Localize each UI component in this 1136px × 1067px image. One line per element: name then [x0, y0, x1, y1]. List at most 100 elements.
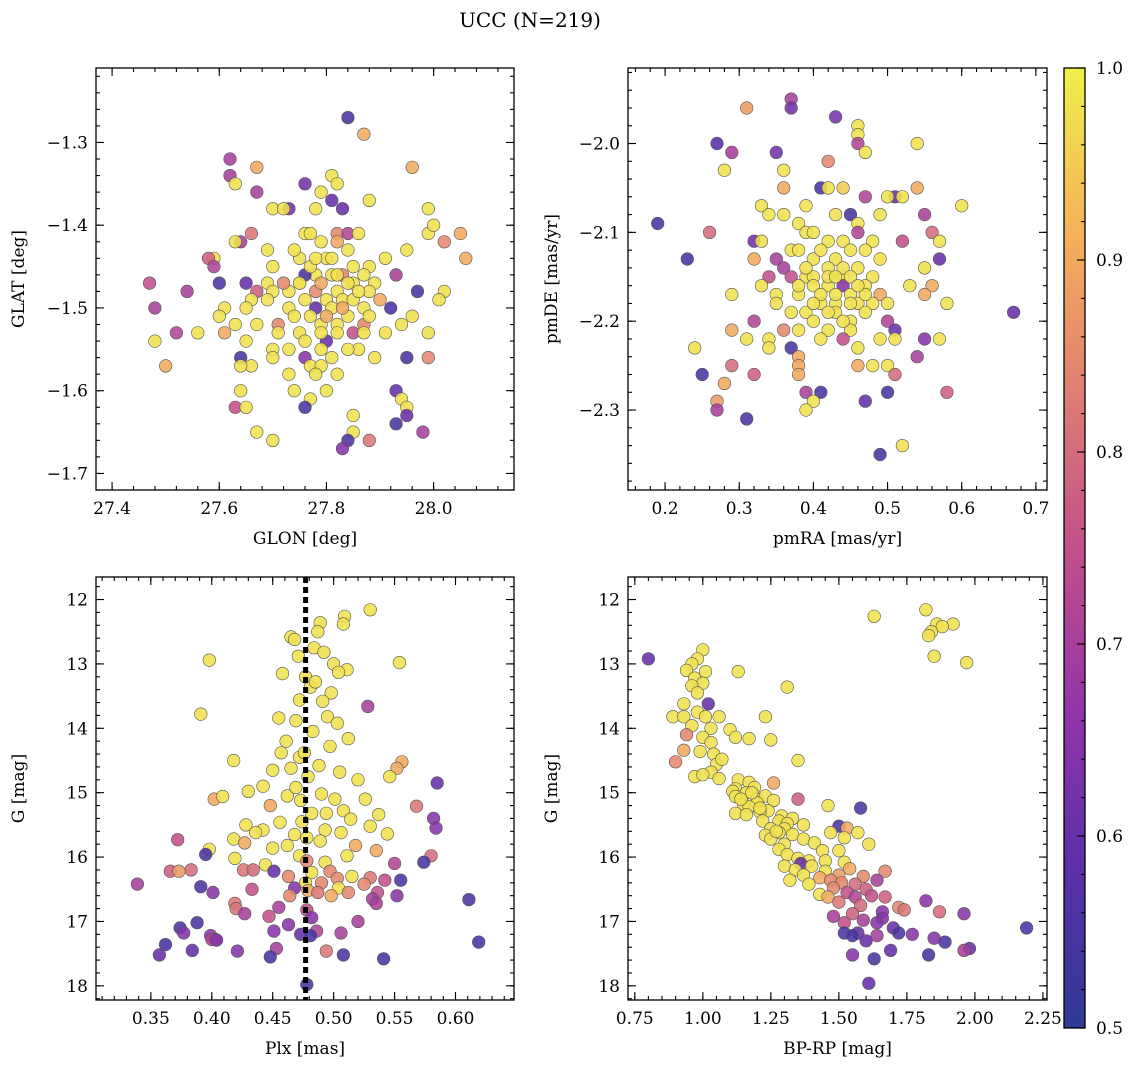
scatter-point [318, 823, 332, 837]
scatter-point [324, 686, 338, 700]
scatter-point [862, 837, 876, 851]
scatter-point [334, 926, 348, 940]
scatter-point [314, 235, 328, 249]
x-tick-label: 1.75 [888, 1009, 926, 1029]
scatter-point [866, 234, 880, 248]
scatter-point [679, 663, 694, 678]
scatter-point [851, 825, 865, 840]
scatter-point [239, 818, 253, 832]
x-tick-label: 1.00 [684, 1009, 722, 1029]
scatter-point [870, 873, 884, 887]
axes-frame [627, 576, 1048, 1001]
y-tick-label: 15 [598, 784, 620, 804]
scatter-point [309, 251, 323, 265]
scatter-point [266, 841, 280, 855]
scatter-point [392, 655, 407, 670]
y-tick-label: 17 [598, 912, 620, 932]
scatter-point [836, 332, 850, 346]
y-tick-label: 18 [598, 977, 620, 997]
scatter-point [814, 385, 828, 399]
scatter-point [437, 235, 451, 249]
scatter-point [828, 270, 843, 284]
scatter-point [866, 296, 880, 311]
scatter-point [938, 935, 952, 949]
scatter-point [148, 301, 162, 315]
scatter-point [227, 753, 241, 768]
scatter-point [895, 190, 910, 204]
y-tick-label: 18 [66, 977, 88, 997]
scatter-point [212, 309, 226, 323]
scatter-point [688, 341, 702, 355]
scatter-points [641, 603, 1034, 990]
colorbar-gradient [1063, 67, 1086, 1029]
scatter-point [250, 160, 264, 174]
y-tick-label: 14 [598, 719, 620, 739]
scatter-point [335, 442, 350, 456]
scatter-point [260, 293, 275, 307]
scatter-point [806, 279, 821, 293]
scatter-point [362, 309, 376, 323]
scatter-point [806, 296, 821, 311]
scatter-point [925, 279, 939, 293]
scatter-point [368, 351, 382, 365]
scatter-point [747, 314, 761, 328]
scatter-point [244, 226, 258, 241]
scatter-point [917, 261, 932, 275]
figure-title: UCC (N=219) [459, 8, 601, 32]
colorbar-tick-label: 0.9 [1096, 251, 1123, 271]
y-tick-label: 12 [66, 591, 88, 611]
scatter-point [206, 885, 220, 900]
scatter-point [784, 270, 798, 284]
scatter-point [677, 743, 691, 757]
scatter-point [843, 323, 858, 337]
scatter-point [272, 900, 286, 914]
scatter-point [390, 761, 404, 775]
scatter-point [394, 317, 409, 332]
scatter-point [330, 177, 344, 191]
scatter-point [715, 752, 729, 766]
scatter-point [250, 185, 264, 199]
scatter-point [728, 806, 743, 820]
scatter-point [693, 744, 707, 759]
scatter-point [762, 270, 776, 284]
scatter-point [262, 909, 276, 923]
scatter-point [459, 251, 473, 265]
scatter-point [190, 916, 204, 930]
y-tick-label: −1.3 [47, 133, 88, 153]
scatter-point [932, 905, 947, 919]
scatter-point [158, 937, 173, 952]
scatter-point [745, 786, 759, 800]
scatter-point [710, 136, 724, 151]
scatter-point [298, 177, 312, 191]
scatter-point [314, 326, 328, 340]
scatter-point [362, 433, 376, 448]
scatter-point [791, 243, 806, 257]
scatter-point [228, 317, 242, 332]
scatter-point [228, 851, 242, 866]
scatter-point [805, 859, 819, 873]
scatter-point [791, 323, 806, 337]
scatter-point [712, 710, 726, 724]
scatter-point [769, 296, 783, 311]
scatter-point [199, 847, 213, 862]
x-tick-label: 0.60 [437, 1009, 475, 1029]
scatter-point [932, 234, 947, 248]
scatter-point [821, 181, 835, 195]
scatter-point [212, 276, 226, 290]
scatter-point [878, 890, 892, 904]
scatter-point [334, 825, 348, 840]
scatter-point [394, 873, 408, 887]
scatter-point [769, 824, 783, 838]
scatter-point [389, 268, 403, 282]
y-tick-label: 17 [66, 912, 88, 932]
x-tick-label: 27.4 [93, 499, 131, 519]
scatter-point [281, 869, 296, 884]
scatter-point [851, 261, 865, 275]
scatter-point [836, 234, 850, 248]
scatter-point [169, 326, 183, 340]
scatter-point [764, 733, 778, 747]
scatter-point [821, 234, 835, 248]
scatter-point [280, 838, 294, 853]
scatter-point [390, 889, 404, 903]
scatter-point [369, 843, 383, 858]
